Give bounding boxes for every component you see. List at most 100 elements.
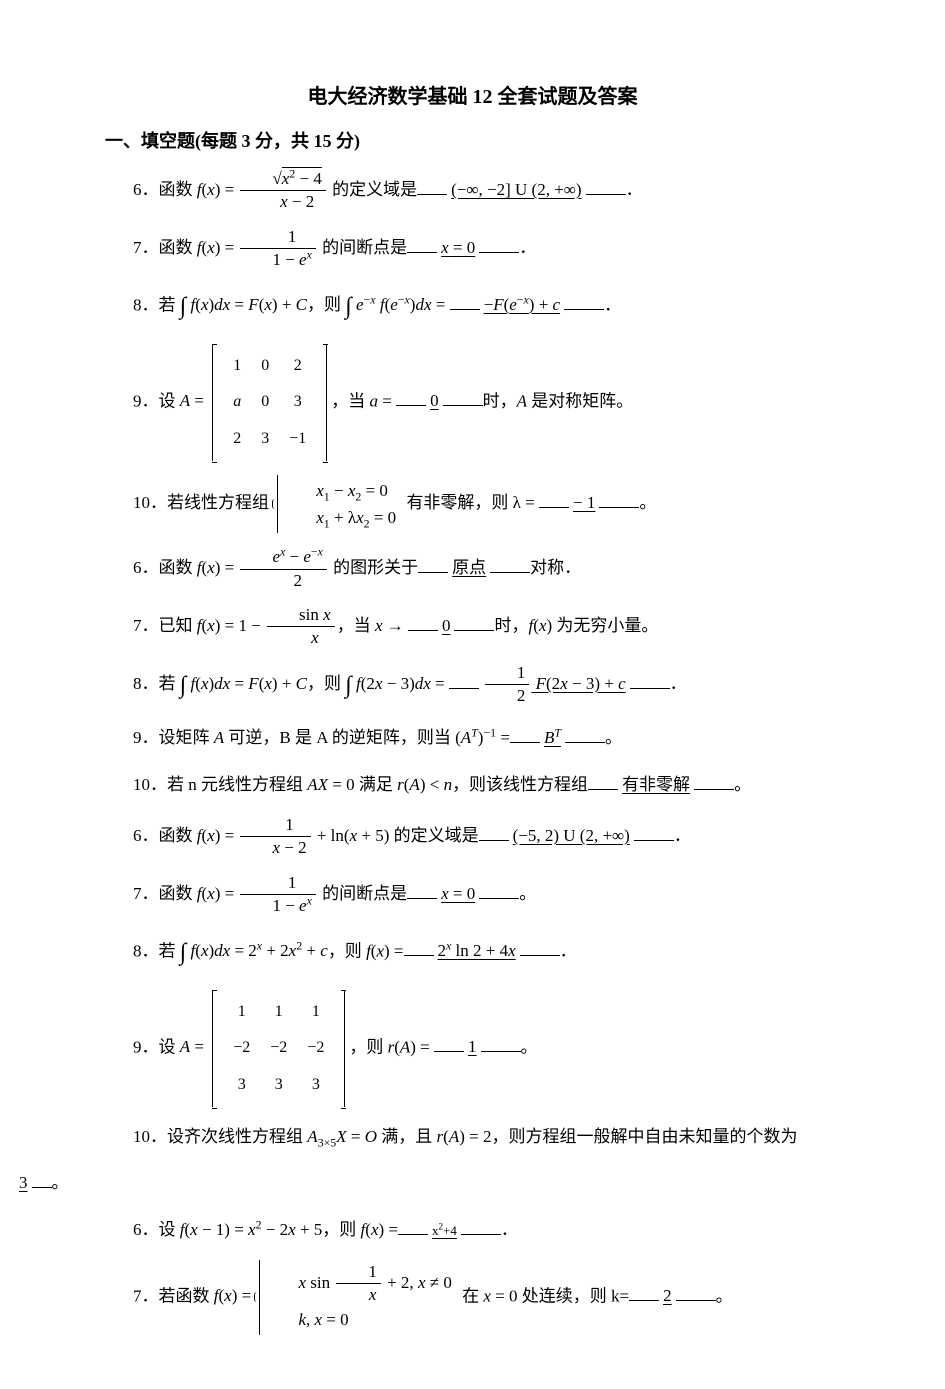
- item-answer: 2x ln 2 + 4x: [434, 941, 520, 960]
- item-answer: 3: [15, 1173, 32, 1192]
- item-mid: ，则 f(x) =: [322, 1220, 398, 1239]
- item-post: 。: [734, 775, 751, 794]
- item-number: 7: [133, 616, 142, 635]
- item-post: ．: [674, 826, 691, 845]
- item-number: 10: [133, 493, 150, 512]
- item-mid: 的定义域是: [389, 826, 478, 845]
- item-answer: x2+4: [428, 1220, 461, 1239]
- item-number: 7: [133, 884, 142, 903]
- item-expr: f(x) = 11 − ex: [197, 884, 318, 903]
- item-answer: (−∞, −2] U (2, +∞): [447, 180, 585, 199]
- item-mid: ，则该线性方程组: [452, 775, 588, 794]
- item-post: ．: [604, 295, 621, 314]
- question-item: 9．设 A = 102a0323−1，当 a = 0时，A 是对称矩阵。: [105, 344, 840, 461]
- item-pre: ．若函数: [142, 1286, 214, 1305]
- question-item: 7．若函数 f(x) = x sin 1x + 2, x ≠ 0k, x = 0…: [105, 1260, 840, 1335]
- question-item-continuation: 3。: [15, 1167, 840, 1199]
- question-item: 7．函数 f(x) = 11 − ex 的间断点是x = 0．: [105, 227, 840, 271]
- item-pre: ．设: [142, 1220, 180, 1239]
- item-number: 7: [133, 1286, 142, 1305]
- item-post: 时，A 是对称矩阵。: [483, 391, 634, 410]
- item-answer: BT: [540, 728, 565, 747]
- item-mid: ，则方程组一般解中自由未知量的个数为: [491, 1127, 797, 1146]
- item-mid: ，则 ∫ f(2x − 3)dx =: [307, 674, 449, 693]
- item-mid: 有非零解，则 λ =: [402, 493, 539, 512]
- item-mid: ，则 ∫ e−x f(e−x)dx =: [307, 295, 450, 314]
- item-answer: 1: [464, 1037, 481, 1056]
- item-expr: f(x) = x sin 1x + 2, x ≠ 0k, x = 0: [214, 1286, 458, 1305]
- item-pre: ．设齐次线性方程组: [150, 1127, 307, 1146]
- item-number: 6: [133, 1220, 142, 1239]
- item-pre: ．若: [142, 674, 180, 693]
- document-page: 电大经济数学基础 12 全套试题及答案 一、填空题(每题 3 分，共 15 分)…: [0, 0, 945, 1389]
- item-expr: A = 111−2−2−2333: [180, 1037, 350, 1056]
- item-expr: f(x) = 1 − sin xx: [197, 616, 337, 635]
- item-answer: 0: [426, 391, 443, 410]
- item-post: 。: [519, 884, 536, 903]
- section-title: 一、填空题(每题 3 分，共 15 分): [105, 127, 840, 153]
- item-mid: ，则 f(x) =: [328, 941, 404, 960]
- question-item: 6．设 f(x − 1) = x2 − 2x + 5，则 f(x) =x2+4．: [105, 1214, 840, 1246]
- item-answer: (−5, 2) U (2, +∞): [509, 826, 634, 845]
- item-number: 8: [133, 674, 142, 693]
- item-mid: 在 x = 0 处连续，则 k=: [458, 1286, 629, 1305]
- item-mid: ，当 x →: [337, 616, 408, 635]
- item-pre: ．函数: [142, 826, 197, 845]
- item-answer: − 1: [569, 493, 599, 512]
- item-number: 8: [133, 941, 142, 960]
- item-pre: ．函数: [142, 558, 197, 577]
- question-item: 8．若 ∫ f(x)dx = F(x) + C，则 ∫ e−x f(e−x)dx…: [105, 285, 840, 330]
- item-answer: 原点: [448, 558, 490, 577]
- item-mid: 的图形关于: [329, 558, 418, 577]
- question-item: 9．设矩阵 A 可逆，B 是 A 的逆矩阵，则当 (AT)−1 = BT 。: [105, 722, 840, 754]
- question-item: 10．若线性方程组 x1 − x2 = 0x1 + λx2 = 0 有非零解，则…: [105, 475, 840, 533]
- item-mid: ，则 r(A) =: [349, 1037, 434, 1056]
- item-answer: 2: [659, 1286, 676, 1305]
- item-number: 9: [133, 1037, 142, 1056]
- question-item: 6．函数 f(x) = √x2 − 4x − 2 的定义域是 (−∞, −2] U…: [105, 169, 840, 213]
- item-expr: ∫ f(x)dx = F(x) + C: [180, 295, 307, 314]
- item-post: 时，f(x) 为无穷小量。: [494, 616, 658, 635]
- item-pre: ．设矩阵 A 可逆，B 是 A 的逆矩阵，则当: [142, 728, 456, 747]
- item-pre: ．函数: [142, 180, 197, 199]
- item-mid: ，当 a =: [331, 391, 396, 410]
- item-answer: x = 0: [437, 238, 479, 257]
- item-post: 。: [716, 1286, 733, 1305]
- item-number: 9: [133, 728, 142, 747]
- item-post: 。: [639, 493, 656, 512]
- item-expr: f(x − 1) = x2 − 2x + 5: [180, 1220, 323, 1239]
- item-post: 。: [52, 1173, 69, 1192]
- item-post: ．: [626, 180, 643, 199]
- item-post: 。: [605, 728, 622, 747]
- item-expr: f(x) = √x2 − 4x − 2: [197, 180, 328, 199]
- item-pre: ．函数: [142, 238, 197, 257]
- item-number: 6: [133, 180, 142, 199]
- item-pre: ．若: [142, 941, 180, 960]
- item-answer: 0: [438, 616, 455, 635]
- item-expr: f(x) = 1x − 2 + ln(x + 5): [197, 826, 390, 845]
- item-expr: AX = 0 满足 r(A) < n: [307, 775, 452, 794]
- item-answer: 12 F(2x − 3) + c: [479, 674, 630, 693]
- item-post: 。: [521, 1037, 538, 1056]
- item-number: 10: [133, 775, 150, 794]
- item-pre: ．函数: [142, 884, 197, 903]
- question-item: 6．函数 f(x) = 1x − 2 + ln(x + 5) 的定义域是(−5,…: [105, 815, 840, 859]
- question-item: 8．若 ∫ f(x)dx = 2x + 2x2 + c，则 f(x) =2x l…: [105, 931, 840, 976]
- item-mid: 的定义域是: [328, 180, 417, 199]
- item-expr: ∫ f(x)dx = F(x) + C: [180, 674, 307, 693]
- question-item: 7．函数 f(x) = 11 − ex 的间断点是 x = 0 。: [105, 873, 840, 917]
- item-number: 6: [133, 558, 142, 577]
- item-expr: (AT)−1 =: [455, 728, 510, 747]
- item-mid: 的间断点是: [318, 884, 407, 903]
- item-pre: ．若: [142, 295, 180, 314]
- question-item: 6．函数 f(x) = ex − e−x2 的图形关于原点对称．: [105, 547, 840, 591]
- item-number: 8: [133, 295, 142, 314]
- doc-title: 电大经济数学基础 12 全套试题及答案: [105, 80, 840, 109]
- item-pre: ．设: [142, 1037, 180, 1056]
- item-pre: ．若线性方程组: [150, 493, 273, 512]
- item-expr: A3×5X = O 满，且 r(A) = 2: [307, 1127, 491, 1146]
- item-number: 7: [133, 238, 142, 257]
- question-item: 7．已知 f(x) = 1 − sin xx，当 x → 0时，f(x) 为无穷…: [105, 605, 840, 649]
- item-answer: x = 0: [437, 884, 479, 903]
- item-expr: A = 102a0323−1: [180, 391, 332, 410]
